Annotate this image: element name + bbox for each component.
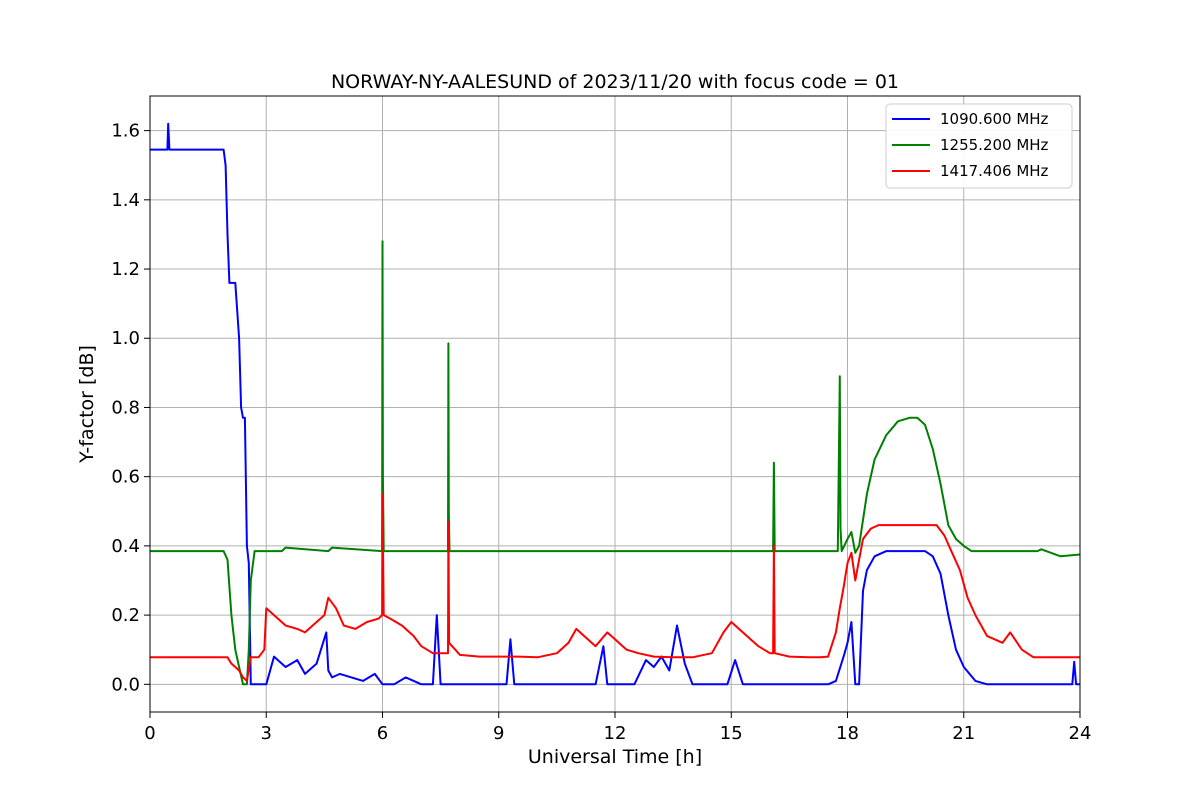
chart-title: NORWAY-NY-AALESUND of 2023/11/20 with fo… xyxy=(331,71,899,93)
x-axis-title: Universal Time [h] xyxy=(528,746,702,768)
series-line-2 xyxy=(150,493,1080,682)
y-tick-label: 1.0 xyxy=(111,328,140,349)
x-tick-label: 24 xyxy=(1069,723,1092,744)
y-tick-label: 0.8 xyxy=(111,397,140,418)
x-tick-label: 18 xyxy=(836,723,859,744)
axis-ticks: 0 3 6 9 12 15 18 21 24 0.0 0.2 0.4 0.6 0.8 1.0 1.2 1.4 1.… xyxy=(111,121,1091,744)
x-tick-label: 0 xyxy=(144,723,155,744)
x-tick-label: 9 xyxy=(493,723,504,744)
series-line-0 xyxy=(150,122,1080,686)
y-tick-label: 1.2 xyxy=(111,259,140,280)
legend-label-0: 1090.600 MHz xyxy=(940,110,1049,128)
x-tick-label: 15 xyxy=(720,723,743,744)
y-tick-label: 0.0 xyxy=(111,674,140,695)
y-tick-label: 0.4 xyxy=(111,536,140,557)
y-axis-title: Y-factor [dB] xyxy=(76,345,98,464)
series-line-1 xyxy=(150,240,1080,686)
x-tick-label: 6 xyxy=(377,723,388,744)
legend: 1090.600 MHz 1255.200 MHz 1417.406 MHz xyxy=(885,103,1073,189)
legend-items: 1090.600 MHz 1255.200 MHz 1417.406 MHz xyxy=(892,110,1049,180)
legend-frame xyxy=(885,103,1073,189)
series-layer xyxy=(150,122,1080,686)
x-tick-label: 21 xyxy=(952,723,975,744)
y-tick-label: 1.6 xyxy=(111,121,140,142)
legend-label-1: 1255.200 MHz xyxy=(940,136,1049,154)
y-tick-label: 1.4 xyxy=(111,190,140,211)
x-tick-label: 12 xyxy=(604,723,627,744)
x-tick-label: 3 xyxy=(261,723,272,744)
y-tick-label: 0.6 xyxy=(111,467,140,488)
y-tick-label: 0.2 xyxy=(111,605,140,626)
legend-label-2: 1417.406 MHz xyxy=(940,162,1049,180)
